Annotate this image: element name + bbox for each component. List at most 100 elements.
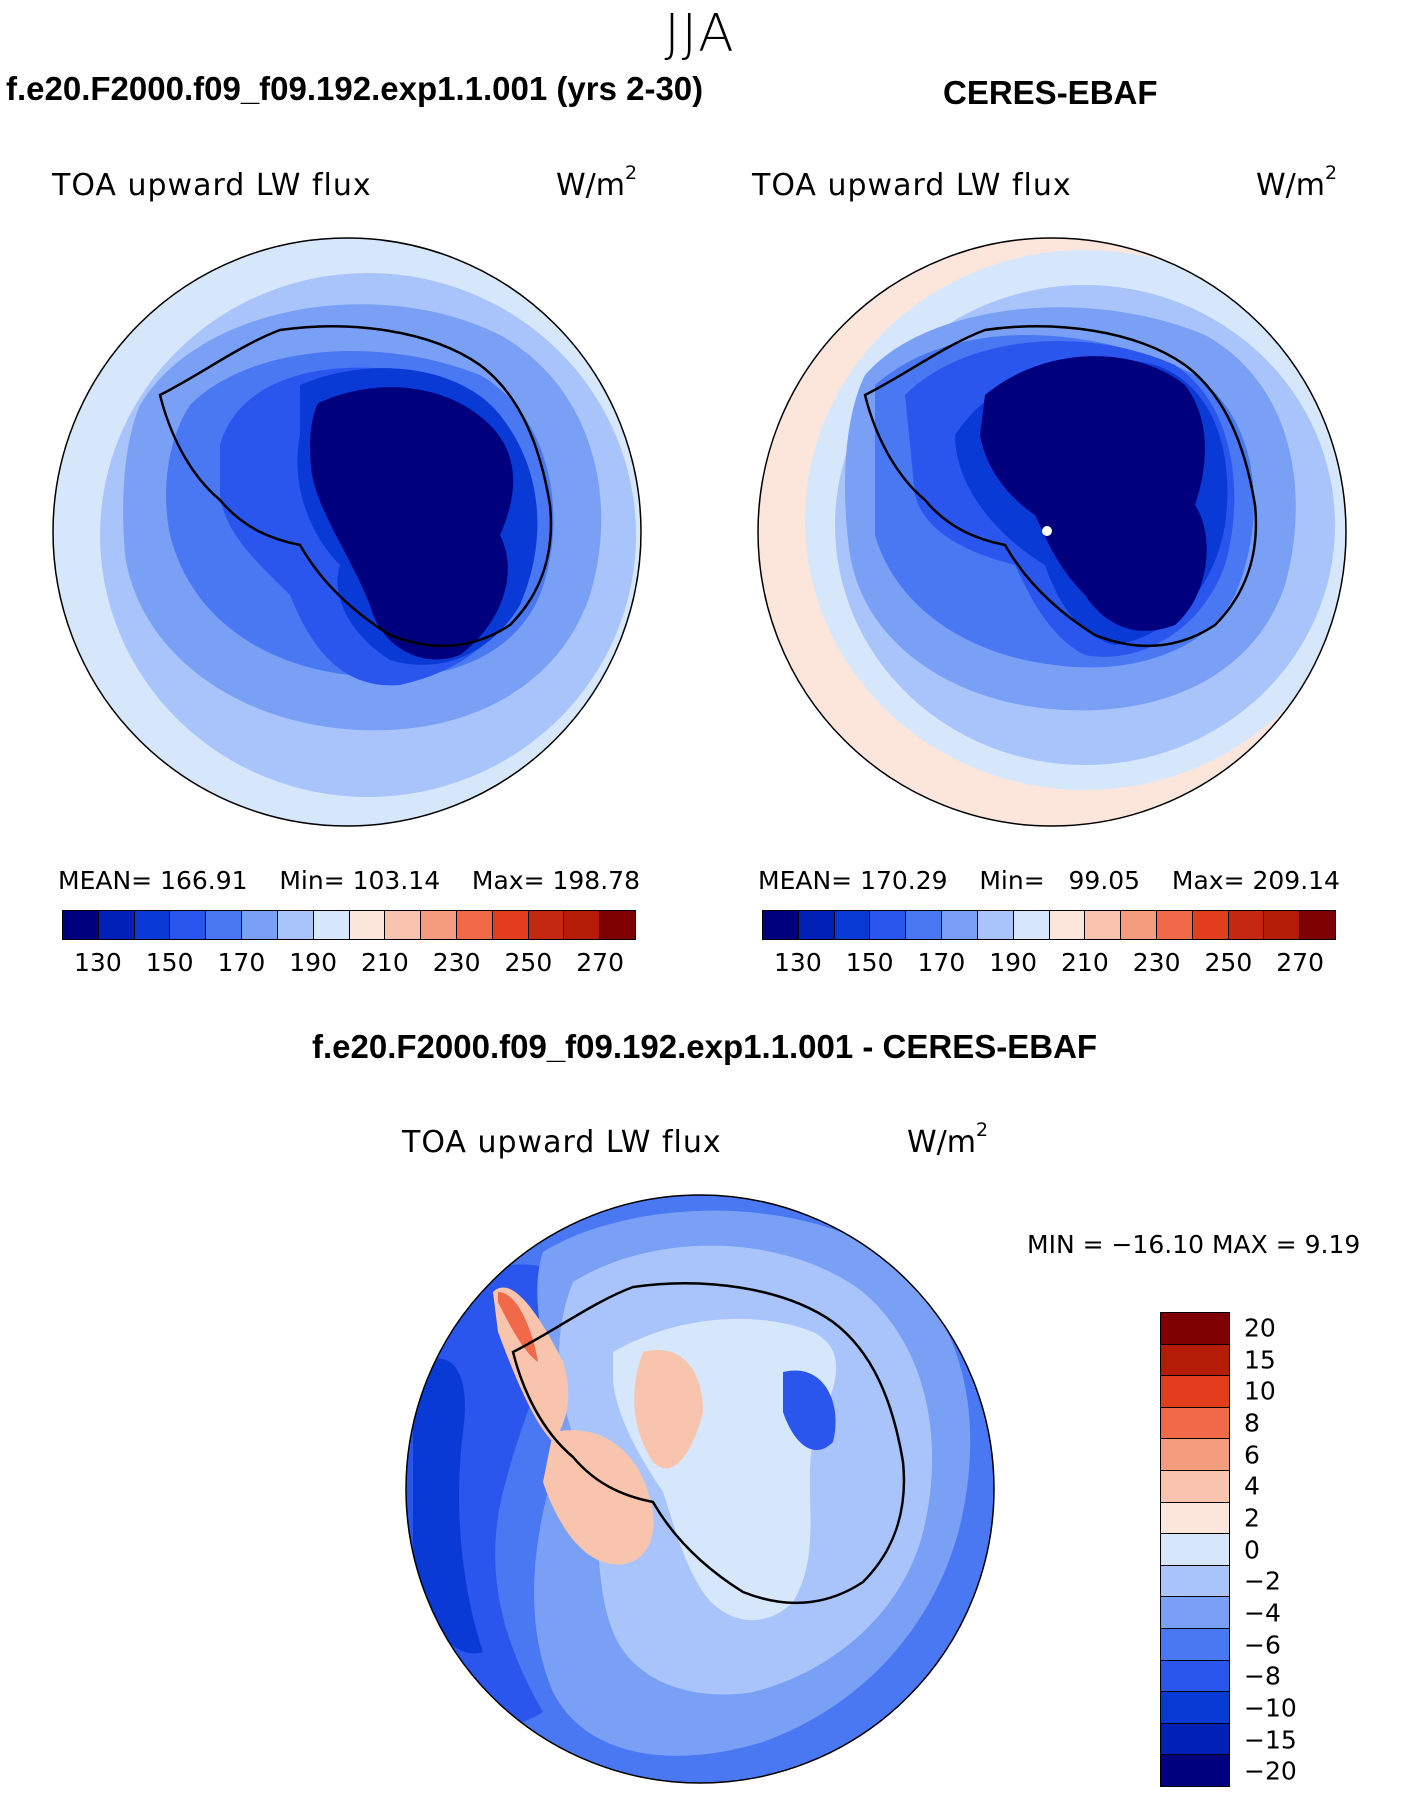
right-min-value: 99.05 (1068, 866, 1141, 895)
right-mean-value: 170.29 (860, 866, 948, 895)
diff-colorbar-swatch (1161, 1502, 1229, 1535)
right-colorbar-tick-label: 170 (917, 948, 966, 977)
right-colorbar-swatch (1228, 911, 1265, 939)
right-colorbar-tick-label: 130 (774, 948, 822, 977)
right-colorbar-tick-label: 150 (845, 948, 894, 977)
diff-colorbar-swatch (1161, 1439, 1229, 1471)
diff-colorbar-tick-label: 4 (1244, 1471, 1260, 1501)
right-colorbar-swatch (1085, 911, 1122, 939)
left-colorbar-swatch (456, 911, 493, 939)
diff-colorbar-swatch (1161, 1376, 1229, 1408)
right-colorbar-swatch (834, 911, 871, 939)
left-units-label: W/m2 (556, 162, 638, 203)
diff-colorbar-swatch (1161, 1597, 1229, 1629)
left-max-value: 198.78 (552, 866, 640, 895)
left-colorbar-swatch (349, 911, 386, 939)
left-colorbar-swatch (421, 911, 457, 939)
right-colorbar-tick-label: 210 (1061, 948, 1109, 977)
left-colorbar-swatch (63, 911, 99, 939)
diff-colorbar-tick-label: 2 (1244, 1503, 1260, 1533)
right-map-boundary (757, 237, 1347, 827)
left-colorbar-swatch (134, 911, 171, 939)
right-colorbar-swatch (870, 911, 907, 939)
left-colorbar-tick-label: 270 (576, 948, 624, 977)
right-max-label: Max= (1171, 866, 1245, 895)
diff-colorbar-tick-label: 8 (1244, 1408, 1260, 1438)
left-colorbar-tick-label: 230 (432, 948, 481, 977)
right-variable-label: TOA upward LW flux (752, 168, 1072, 203)
left-colorbar-swatch (564, 911, 601, 939)
diff-colorbar-tick-label: −20 (1244, 1756, 1297, 1786)
left-colorbar-swatch (600, 911, 635, 939)
diff-colorbar-tick-label: −6 (1244, 1630, 1281, 1659)
diff-map-band-pos4-interior (634, 1350, 703, 1469)
right-colorbar-swatch (1264, 911, 1301, 939)
diff-colorbar-tick-label: −4 (1244, 1598, 1281, 1628)
right-colorbar-ticks: 130 150 170 190 210 230 250 270 (762, 948, 1336, 978)
left-colorbar-tick-label: 210 (361, 948, 409, 977)
right-colorbar-swatch (906, 911, 943, 939)
diff-colorbar-swatch (1161, 1660, 1229, 1693)
left-colorbar-swatch (528, 911, 565, 939)
left-colorbar-tick-label: 250 (504, 948, 553, 977)
right-colorbar-swatch (1121, 911, 1157, 939)
diff-colorbar-tick-label: −2 (1244, 1566, 1281, 1596)
left-map-band-130 (310, 387, 514, 660)
diff-colorbar-ticks: 20 15 10 8 6 4 2 0 −2 −4 −6 −8 −10 −15 −20 (1244, 1312, 1334, 1787)
left-polar-map (52, 237, 642, 827)
right-colorbar-swatch (1192, 911, 1229, 939)
right-colorbar-swatch (1156, 911, 1193, 939)
right-colorbar-swatch (942, 911, 978, 939)
left-colorbar-tick-label: 150 (145, 948, 194, 977)
right-colorbar-tick-label: 250 (1204, 948, 1253, 977)
diff-colorbar-tick-label: −10 (1244, 1693, 1297, 1723)
diff-colorbar-tick-label: −8 (1244, 1661, 1281, 1691)
left-stats: MEAN= 166.91 Min= 103.14 Max= 198.78 (58, 866, 640, 895)
diff-colorbar-swatch (1161, 1755, 1229, 1786)
season-title: JJA (664, 4, 736, 64)
left-colorbar-swatch (98, 911, 135, 939)
left-antarctica-coastline (158, 325, 553, 648)
left-colorbar-swatch (492, 911, 529, 939)
diff-colorbar-swatch (1161, 1344, 1229, 1377)
right-mean-label: MEAN= (758, 866, 853, 895)
left-colorbar-swatch (313, 911, 350, 939)
diff-colorbar-swatch (1161, 1470, 1229, 1503)
right-antarctica-coastline (863, 325, 1258, 648)
left-colorbar-swatch (242, 911, 278, 939)
diff-map-boundary (405, 1194, 995, 1784)
diff-variable-label: TOA upward LW flux (402, 1125, 722, 1160)
right-max-value: 209.14 (1252, 866, 1340, 895)
diff-colorbar-tick-label: 20 (1244, 1313, 1276, 1343)
right-colorbar-swatch (798, 911, 835, 939)
diff-minmax-text: MIN = −16.10 MAX = 9.19 (1027, 1230, 1361, 1259)
right-min-label: Min= (979, 866, 1045, 895)
diff-panel-title: f.e20.F2000.f09_f09.192.exp1.1.001 - CER… (312, 1028, 1098, 1065)
diff-colorbar-swatch (1161, 1407, 1229, 1440)
right-stats: MEAN= 170.29 Min= 99.05 Max= 209.14 (758, 866, 1340, 895)
right-colorbar-tick-label: 270 (1276, 948, 1324, 977)
left-panel-title: f.e20.F2000.f09_f09.192.exp1.1.001 (yrs … (6, 70, 704, 107)
left-colorbar-swatch (206, 911, 243, 939)
left-min-label: Min= (279, 866, 345, 895)
diff-map-band-pos4-east (543, 1430, 654, 1565)
left-variable-label: TOA upward LW flux (52, 168, 372, 203)
left-max-label: Max= (471, 866, 545, 895)
left-colorbar-tick-label: 190 (289, 948, 337, 977)
diff-colorbar-tick-label: 6 (1244, 1440, 1260, 1469)
left-mean-label: MEAN= (58, 866, 153, 895)
right-colorbar-swatch (1300, 911, 1335, 939)
left-colorbar-tick-label: 170 (217, 948, 266, 977)
diff-colorbar-swatch (1161, 1628, 1229, 1661)
diff-colorbar-tick-label: 15 (1244, 1345, 1276, 1374)
left-colorbar-swatch (277, 911, 314, 939)
right-polar-map (757, 237, 1347, 827)
left-colorbar-tick-label: 130 (74, 948, 122, 977)
left-min-value: 103.14 (352, 866, 441, 895)
right-pole-missing-marker (1042, 526, 1052, 536)
left-colorbar (62, 910, 636, 940)
diff-colorbar-swatch (1161, 1565, 1229, 1598)
diff-colorbar-tick-label: −15 (1244, 1725, 1297, 1754)
right-units-label: W/m2 (1256, 162, 1338, 203)
diff-polar-map (405, 1194, 995, 1784)
